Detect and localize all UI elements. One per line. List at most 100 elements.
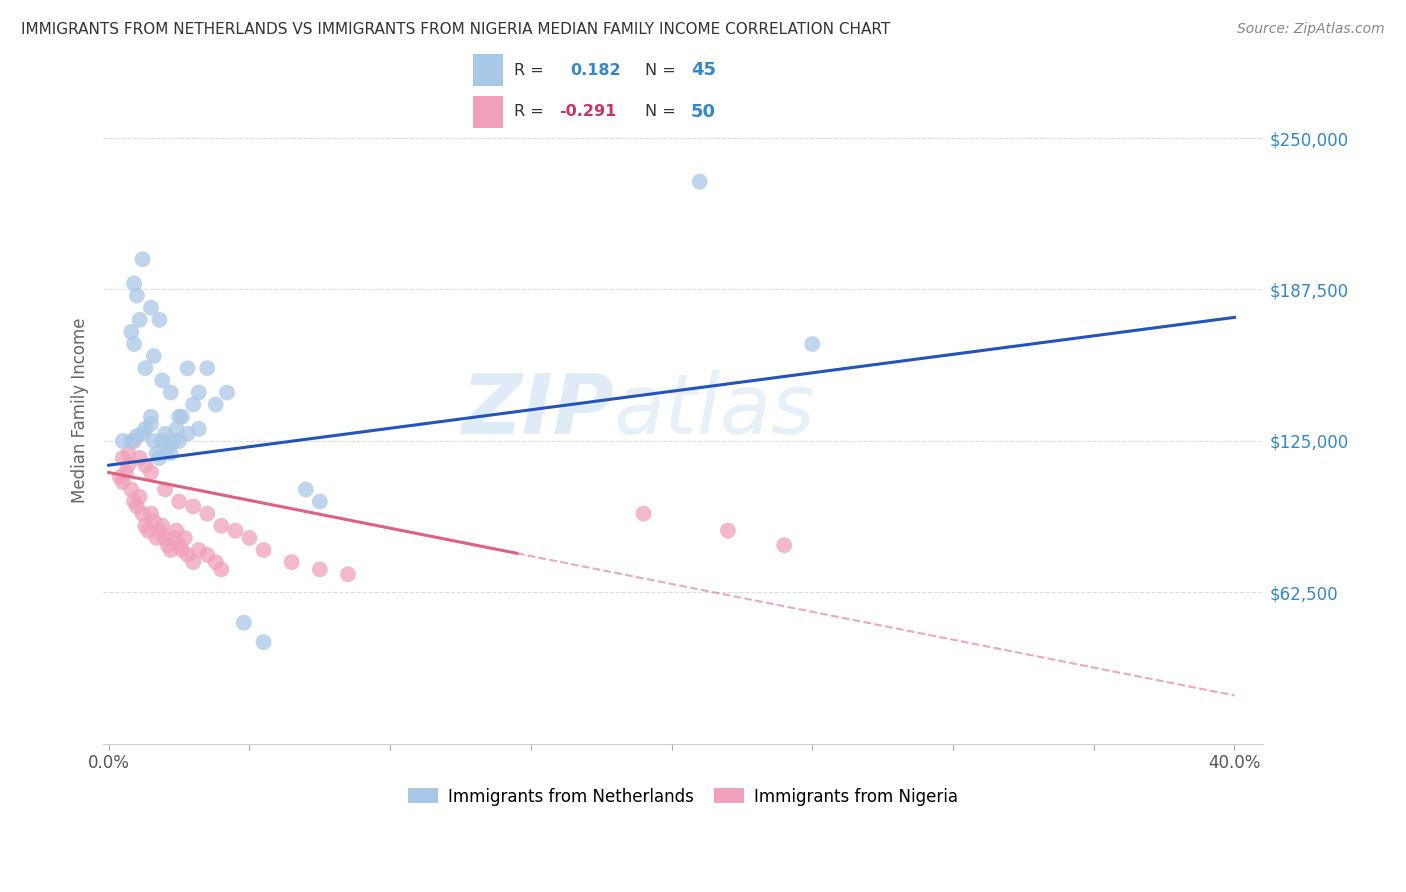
- Point: [232, 615, 254, 630]
- Point: [134, 518, 156, 533]
- Point: [150, 434, 173, 448]
- Text: -0.291: -0.291: [560, 104, 616, 119]
- Point: [120, 483, 142, 497]
- Point: [120, 434, 142, 448]
- Point: [125, 288, 148, 302]
- FancyBboxPatch shape: [472, 54, 503, 86]
- Point: [215, 385, 238, 400]
- Point: [159, 385, 181, 400]
- Point: [280, 555, 302, 569]
- Point: [170, 409, 193, 424]
- Point: [134, 458, 156, 473]
- Point: [125, 500, 148, 514]
- Point: [131, 426, 153, 441]
- Text: N =: N =: [645, 62, 676, 78]
- Point: [162, 434, 184, 448]
- Point: [167, 494, 190, 508]
- Point: [122, 277, 145, 291]
- Point: [181, 398, 204, 412]
- Point: [128, 313, 150, 327]
- Point: [122, 434, 145, 448]
- Text: 50: 50: [690, 103, 716, 120]
- Point: [134, 361, 156, 376]
- Text: R =: R =: [513, 62, 544, 78]
- Y-axis label: Median Family Income: Median Family Income: [72, 318, 89, 503]
- Point: [176, 361, 198, 376]
- Text: R =: R =: [513, 104, 544, 119]
- Point: [187, 422, 209, 436]
- Point: [153, 483, 176, 497]
- Point: [176, 426, 198, 441]
- Point: [134, 422, 156, 436]
- Point: [308, 494, 330, 508]
- Text: 45: 45: [690, 62, 716, 79]
- Point: [125, 429, 148, 443]
- Point: [252, 635, 274, 649]
- Legend: Immigrants from Netherlands, Immigrants from Nigeria: Immigrants from Netherlands, Immigrants …: [401, 780, 965, 813]
- Point: [128, 450, 150, 465]
- Point: [153, 426, 176, 441]
- Point: [122, 337, 145, 351]
- Point: [108, 470, 131, 484]
- Point: [294, 483, 316, 497]
- Point: [195, 361, 218, 376]
- Point: [209, 518, 232, 533]
- Point: [111, 450, 134, 465]
- Point: [142, 514, 165, 528]
- Point: [139, 417, 162, 431]
- Point: [159, 446, 181, 460]
- Point: [181, 500, 204, 514]
- Point: [122, 494, 145, 508]
- Point: [165, 422, 187, 436]
- Text: ZIP: ZIP: [461, 370, 613, 451]
- Point: [139, 409, 162, 424]
- Point: [131, 507, 153, 521]
- Point: [159, 543, 181, 558]
- Point: [142, 434, 165, 448]
- Point: [209, 562, 232, 576]
- Point: [117, 458, 139, 473]
- Text: 0.182: 0.182: [569, 62, 620, 78]
- Point: [156, 442, 179, 456]
- Point: [111, 475, 134, 490]
- Point: [139, 466, 162, 480]
- Point: [139, 301, 162, 315]
- Point: [187, 385, 209, 400]
- Point: [128, 490, 150, 504]
- Point: [167, 409, 190, 424]
- Point: [114, 466, 136, 480]
- Point: [176, 548, 198, 562]
- Point: [142, 349, 165, 363]
- Text: Source: ZipAtlas.com: Source: ZipAtlas.com: [1237, 22, 1385, 37]
- Point: [148, 524, 170, 538]
- Text: IMMIGRANTS FROM NETHERLANDS VS IMMIGRANTS FROM NIGERIA MEDIAN FAMILY INCOME CORR: IMMIGRANTS FROM NETHERLANDS VS IMMIGRANT…: [21, 22, 890, 37]
- Point: [150, 518, 173, 533]
- Point: [162, 531, 184, 545]
- Point: [131, 252, 153, 267]
- Point: [153, 531, 176, 545]
- Point: [308, 562, 330, 576]
- Point: [117, 446, 139, 460]
- Point: [145, 446, 167, 460]
- Point: [773, 538, 796, 552]
- Point: [187, 543, 209, 558]
- Point: [224, 524, 246, 538]
- Point: [336, 567, 359, 582]
- Point: [173, 531, 195, 545]
- Point: [136, 524, 159, 538]
- Point: [204, 398, 226, 412]
- Point: [204, 555, 226, 569]
- Point: [148, 450, 170, 465]
- Point: [167, 538, 190, 552]
- Point: [181, 555, 204, 569]
- Point: [120, 325, 142, 339]
- Point: [195, 548, 218, 562]
- Point: [170, 543, 193, 558]
- Point: [633, 507, 655, 521]
- Point: [111, 434, 134, 448]
- Point: [156, 538, 179, 552]
- Point: [139, 507, 162, 521]
- Point: [689, 175, 711, 189]
- Point: [195, 507, 218, 521]
- Point: [148, 313, 170, 327]
